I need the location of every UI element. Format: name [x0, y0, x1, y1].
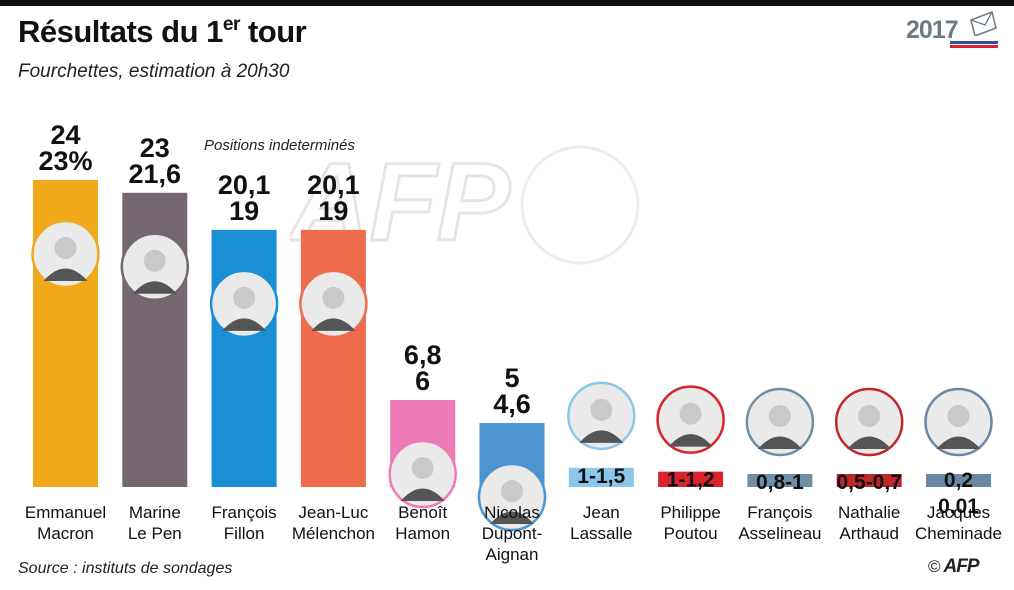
afp-logo: AFP — [943, 556, 980, 577]
candidate-last-name-6: Lassalle — [570, 524, 632, 543]
credit: © AFP — [928, 556, 980, 578]
value-label-10-1: 0,01 — [938, 495, 979, 518]
bar-9 — [836, 474, 902, 487]
candidate-first-name-6: Jean — [583, 503, 620, 522]
candidate-last-name-10: Cheminade — [915, 524, 1002, 543]
candidate-portrait-7 — [656, 385, 725, 454]
value-label-3-1: 19 — [318, 196, 348, 226]
bar-10 — [926, 474, 991, 487]
candidate-first-name-7: Philippe — [660, 503, 721, 522]
value-label-10-0: 0,2 — [944, 469, 973, 492]
value-label-8-0: 0,8-1 — [756, 471, 804, 494]
logo-stripe-red — [950, 45, 998, 48]
candidate-portrait-4 — [388, 439, 457, 509]
candidate-last-name-3: Mélenchon — [292, 524, 375, 543]
candidate-last-name-0: Macron — [37, 524, 94, 543]
bar-2 — [211, 229, 277, 487]
value-label-6-0: 1-1,5 — [577, 465, 625, 488]
title-end: tour — [239, 14, 307, 49]
candidate-portrait-9 — [834, 387, 904, 457]
candidate-last-name-4: Hamon — [395, 524, 450, 543]
chart-title: Résultats du 1er tour — [18, 14, 307, 50]
candidate-portrait-10 — [924, 387, 993, 457]
title-text: Résultats du 1 — [18, 14, 223, 49]
candidate-first-name-0: Emmanuel — [25, 503, 106, 522]
candidate-portrait-8 — [745, 387, 815, 457]
value-label-2-1: 19 — [229, 196, 259, 226]
candidate-portrait-1 — [120, 232, 190, 302]
candidate-first-name-2: François — [212, 503, 277, 522]
value-label-4-1: 6 — [415, 366, 430, 396]
election-year-logo: 2017 — [906, 16, 959, 44]
candidate-first-name-3: Jean-Luc — [298, 503, 368, 522]
source-note: Source : instituts de sondages — [18, 560, 233, 577]
candidate-last-name-5-b: Aignan — [486, 545, 539, 564]
candidate-last-name-8: Asselineau — [738, 524, 821, 543]
candidate-last-name-5-a: Dupont- — [482, 524, 542, 543]
value-label-4-0: 6,8 — [404, 340, 442, 370]
value-label-0-0: 24 — [50, 120, 80, 150]
value-label-1-1: 21,6 — [129, 159, 182, 189]
candidate-portrait-2 — [209, 269, 279, 339]
value-label-5-1: 4,6 — [493, 389, 531, 419]
candidate-portrait-6 — [567, 381, 636, 451]
bar-7 — [658, 471, 724, 487]
candidate-first-name-9: Nathalie — [838, 503, 900, 522]
title-superscript: er — [222, 14, 240, 35]
value-label-1-0: 23 — [140, 133, 170, 163]
value-label-9-0: 0,5-0,7 — [837, 471, 902, 494]
candidate-last-name-9: Arthaud — [839, 524, 899, 543]
candidate-last-name-1: Le Pen — [128, 524, 182, 543]
candidate-portrait-3 — [299, 269, 368, 339]
candidate-portrait-5 — [477, 462, 547, 532]
bar-6 — [568, 467, 634, 487]
candidate-first-name-10: Jacques — [927, 503, 990, 522]
value-label-3-0: 20,1 — [307, 170, 360, 200]
logo-stripe-blue — [950, 41, 998, 44]
candidate-first-name-4: Benoît — [398, 503, 447, 522]
candidate-portrait-0 — [31, 219, 100, 289]
value-label-0-1: 23% — [38, 146, 92, 176]
candidate-last-name-7: Poutou — [664, 524, 718, 543]
value-label-5-0: 5 — [504, 363, 519, 393]
candidate-last-name-2: Fillon — [224, 524, 265, 543]
bar-3 — [300, 229, 366, 487]
value-label-7-0: 1-1,2 — [667, 469, 715, 492]
value-label-2-0: 20,1 — [218, 170, 271, 200]
bar-8 — [747, 474, 813, 487]
candidate-first-name-5: Nicolas — [484, 503, 540, 522]
candidate-first-name-8: François — [747, 503, 812, 522]
ballot-envelope-icon — [970, 10, 997, 36]
candidate-first-name-1: Marine — [129, 503, 181, 522]
chart-subtitle: Fourchettes, estimation à 20h30 — [18, 61, 290, 82]
positions-note: Positions indeterminés — [204, 137, 355, 154]
top-bar — [0, 0, 1014, 6]
copyright-symbol: © — [928, 557, 941, 576]
